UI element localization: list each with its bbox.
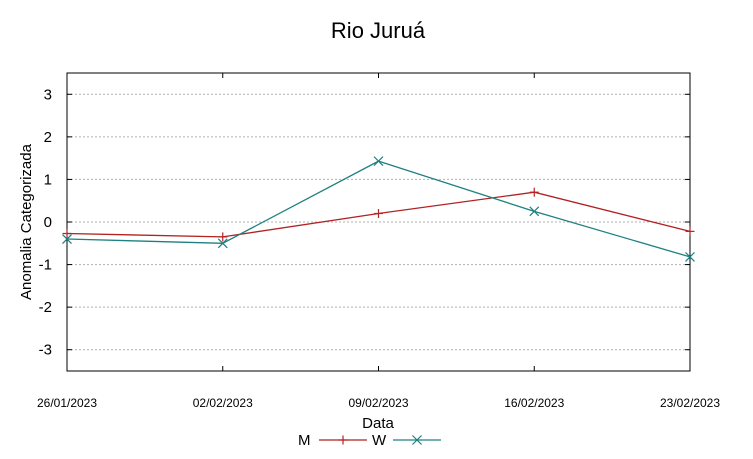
data-point-marker (529, 206, 540, 217)
data-point-marker (685, 251, 695, 262)
chart-title: Rio Juruá (331, 18, 426, 43)
grid (67, 93, 690, 351)
y-tick-label: -1 (39, 257, 52, 274)
data-point-marker (217, 238, 228, 249)
series-group (62, 156, 695, 262)
x-tick-label: 16/02/2023 (504, 396, 564, 410)
x-axis: 26/01/2023 02/02/2023 09/02/2023 16/02/2023… (37, 73, 720, 410)
x-tick-label: 02/02/2023 (193, 396, 253, 410)
legend-label: W (372, 432, 387, 449)
y-tick-label: 1 (44, 171, 52, 188)
x-tick-label: 09/02/2023 (348, 396, 408, 410)
y-axis: 3 2 1 0 -1 -2 -3 (39, 86, 690, 359)
y-tick-label: 3 (44, 86, 52, 103)
y-tick-label: -3 (39, 342, 52, 359)
x-axis-label: Data (362, 415, 394, 432)
legend-label: M (298, 432, 311, 449)
y-tick-label: -2 (39, 299, 52, 316)
series-W (62, 156, 695, 262)
y-tick-label: 2 (44, 129, 52, 146)
y-tick-label: 0 (44, 214, 52, 231)
data-point-marker (373, 156, 384, 167)
data-point-marker (412, 435, 422, 445)
series-M (62, 187, 695, 242)
x-tick-label: 26/01/2023 (37, 396, 97, 410)
data-point-marker (62, 234, 72, 244)
x-tick-label: 23/02/2023 (660, 396, 720, 410)
y-axis-label: Anomalia Categorizada (18, 143, 35, 300)
